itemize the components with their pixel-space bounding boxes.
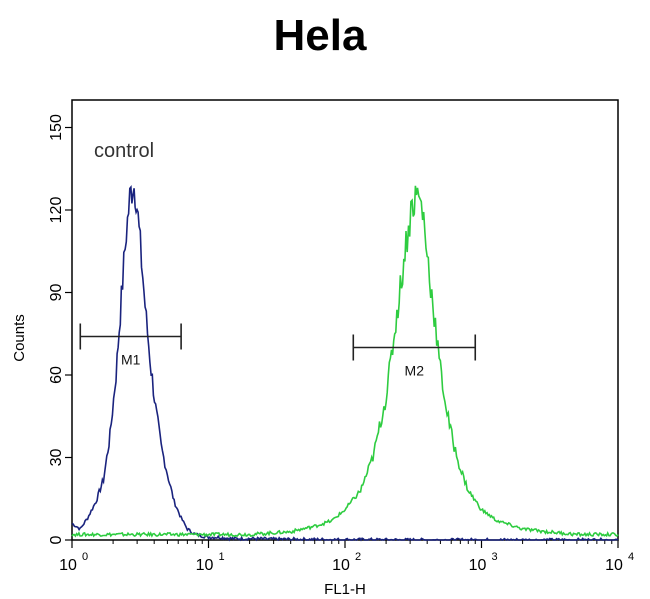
series-layer [71,185,619,542]
x-tick-label: 10 [59,557,77,574]
marker-label: M2 [405,363,425,379]
y-tick-label: 0 [48,535,65,544]
x-tick-label: 10 [469,557,487,574]
x-tick-exponent: 3 [492,551,498,563]
y-axis-label: Counts [11,314,28,362]
series-line-1 [71,185,619,542]
x-axis: 10 0 10 1 10 2 10 3 10 4 [59,540,634,574]
y-axis: 0 30 60 90 120 150 [48,114,72,544]
y-tick-label: 60 [48,366,65,384]
marker-label: M1 [121,352,141,368]
marker-layer: M1 M2 [79,323,477,379]
x-tick-exponent: 2 [355,551,361,563]
y-tick-label: 90 [48,284,65,302]
x-tick-exponent: 1 [219,551,225,563]
y-tick-label: 150 [48,114,65,141]
x-tick-label: 10 [196,557,214,574]
y-tick-label: 120 [48,197,65,224]
plot-frame [71,99,619,541]
series-line-2 [71,185,619,538]
x-tick-label: 10 [332,557,350,574]
chart-title: Hela [274,11,367,60]
y-tick-label: 30 [48,449,65,467]
x-tick-exponent: 0 [82,551,88,563]
x-tick-exponent: 4 [628,551,634,563]
x-axis-label: FL1-H [324,581,366,598]
control-annotation: control [94,140,154,162]
x-tick-label: 10 [605,557,623,574]
